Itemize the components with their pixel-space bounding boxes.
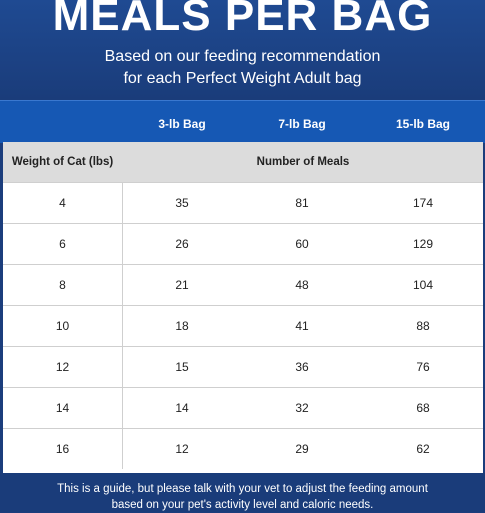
- meals-3lb-cell: 18: [175, 319, 189, 333]
- meals-7lb-cell: 41: [295, 319, 309, 333]
- column-header-bar: 3-lb Bag 7-lb Bag 15-lb Bag: [0, 100, 485, 143]
- meals-3lb-cell: 12: [175, 442, 189, 456]
- meals-15lb-cell: 104: [412, 278, 434, 292]
- meals-table: Weight of Cat (lbs) Number of Meals 4 35…: [3, 142, 483, 473]
- table-row: 12 15 36 76: [3, 346, 483, 387]
- meals-15lb-cell: 76: [416, 360, 430, 374]
- column-header-3lb-bag: 3-lb Bag: [158, 117, 206, 131]
- table-row: 14 14 32 68: [3, 387, 483, 428]
- meals-7lb-cell: 81: [295, 196, 309, 210]
- meals-15lb-cell: 129: [412, 237, 434, 251]
- meals-3lb-cell: 15: [175, 360, 189, 374]
- weight-cell: 6: [3, 224, 123, 264]
- weight-cell: 10: [3, 306, 123, 346]
- table-row: 6 26 60 129: [3, 223, 483, 264]
- meals-column-header: Number of Meals: [256, 156, 350, 168]
- column-header-15lb-bag: 15-lb Bag: [395, 117, 450, 131]
- table-row: 4 35 81 174: [3, 182, 483, 223]
- weight-cell: 8: [3, 265, 123, 305]
- meals-3lb-cell: 35: [175, 196, 189, 210]
- weight-cell: 12: [3, 347, 123, 387]
- weight-column-header: Weight of Cat (lbs): [11, 156, 114, 168]
- meals-3lb-cell: 14: [175, 401, 189, 415]
- meals-7lb-cell: 48: [295, 278, 309, 292]
- meals-3lb-cell: 21: [175, 278, 189, 292]
- meals-7lb-cell: 60: [295, 237, 309, 251]
- table-subheader: Weight of Cat (lbs) Number of Meals: [3, 142, 483, 182]
- meals-7lb-cell: 29: [295, 442, 309, 456]
- subtitle: Based on our feeding recommendation for …: [0, 46, 485, 90]
- weight-cell: 14: [3, 388, 123, 428]
- weight-cell: 4: [3, 183, 123, 223]
- table-row: 8 21 48 104: [3, 264, 483, 305]
- subtitle-line-1: Based on our feeding recommendation: [104, 48, 381, 65]
- table-row: 10 18 41 88: [3, 305, 483, 346]
- meals-7lb-cell: 36: [295, 360, 309, 374]
- weight-cell: 16: [3, 429, 123, 469]
- page-title: MEALS PER BAG: [52, 0, 433, 40]
- header: MEALS PER BAG Based on our feeding recom…: [0, 0, 485, 100]
- meals-15lb-cell: 68: [416, 401, 430, 415]
- footer-note: This is a guide, but please talk with yo…: [0, 473, 485, 512]
- meals-15lb-cell: 62: [416, 442, 430, 456]
- meals-15lb-cell: 174: [412, 196, 434, 210]
- subtitle-line-2: for each Perfect Weight Adult bag: [123, 70, 362, 87]
- meals-3lb-cell: 26: [175, 237, 189, 251]
- column-header-7lb-bag: 7-lb Bag: [278, 117, 326, 131]
- meals-7lb-cell: 32: [295, 401, 309, 415]
- meals-15lb-cell: 88: [416, 319, 430, 333]
- table-row: 16 12 29 62: [3, 428, 483, 469]
- footer-line-2: based on your pet's activity level and c…: [111, 499, 374, 511]
- footer-line-1: This is a guide, but please talk with yo…: [57, 483, 428, 495]
